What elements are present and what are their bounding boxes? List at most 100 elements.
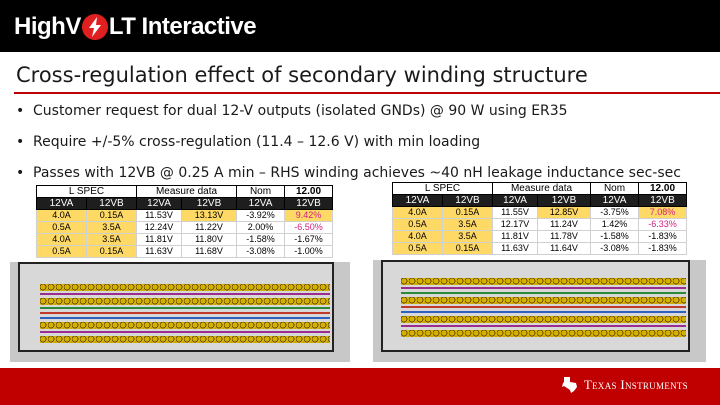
table-cell: 11.68V [181, 245, 238, 258]
winding-layer [401, 330, 686, 337]
table-row: 4.0A 3.5A 11.81V 11.80V -1.58% -1.67% [36, 233, 334, 246]
winding-layer [401, 306, 686, 308]
texas-instruments-logo: Texas Instruments [560, 375, 688, 395]
table-cell: 4.0A [36, 209, 87, 222]
table-cell: 0.15A [85, 209, 138, 222]
column-header: 12VA [236, 197, 286, 210]
table-cell: 9.42% [284, 209, 334, 222]
header-bar: High V LT Interactive [0, 0, 720, 52]
table-cell: 12.85V [537, 206, 592, 219]
table-cell: 12.24V [136, 221, 183, 234]
winding-layer [401, 292, 686, 294]
winding-layer [401, 297, 686, 304]
column-header: 12VA [36, 197, 87, 210]
column-header: 12VA [492, 194, 539, 207]
table-cell: 12.17V [492, 218, 539, 231]
table-cell: 0.5A [392, 218, 443, 231]
table-row: 0.5A 3.5A 12.17V 11.24V 1.42% -6.33% [392, 218, 688, 231]
table-row: 4.0A 0.15A 11.55V 12.85V -3.75% 7.08% [392, 206, 688, 219]
logo-text-lt: LT [108, 13, 136, 40]
winding-layer [40, 331, 330, 333]
column-header: 12VB [441, 194, 494, 207]
lightning-bolt-icon [81, 14, 108, 40]
column-header: 12VB [638, 194, 688, 207]
table-cell: -1.00% [284, 245, 334, 258]
winding-cross-section-right [373, 260, 706, 362]
table-cell: 13.13V [181, 209, 238, 222]
logo-text-interactive: Interactive [135, 13, 257, 40]
table-row: 0.5A 0.15A 11.63V 11.64V -3.08% -1.83% [392, 242, 688, 255]
table-cell: 11.22V [181, 221, 238, 234]
winding-layer [401, 316, 686, 323]
table-cell: 3.5A [85, 221, 138, 234]
table-cell: 7.08% [638, 206, 688, 219]
table-cell: 11.64V [537, 242, 592, 255]
ti-brand-text: Texas Instruments [583, 377, 688, 392]
table-row: 4.0A 3.5A 11.81V 11.78V -1.58% -1.83% [392, 230, 688, 243]
table-cell: 4.0A [392, 206, 443, 219]
winding-layer [40, 312, 330, 314]
table-cell: 0.15A [441, 206, 494, 219]
column-header: 12VA [136, 197, 183, 210]
logo-text-high: High [14, 13, 66, 40]
table-cell: 0.5A [392, 242, 443, 255]
winding-layer [40, 336, 330, 343]
winding-layer [40, 322, 330, 329]
table-row: 0.5A 0.15A 11.63V 11.68V -3.08% -1.00% [36, 245, 334, 258]
winding-layer [40, 317, 330, 319]
group-header-spec: L SPEC [391, 182, 494, 195]
table-cell: 1.42% [590, 218, 640, 231]
winding-layer [40, 293, 330, 295]
group-header-measure: Measure data [492, 182, 592, 195]
table-cell: -6.50% [284, 221, 334, 234]
column-header: 12VA [392, 194, 443, 207]
table-cell: 4.0A [36, 233, 87, 246]
table-cell: 4.0A [392, 230, 443, 243]
bullet-item: Customer request for dual 12-V outputs (… [16, 98, 681, 129]
cross-regulation-table-left: L SPEC Measure data Nom 12.00 12VA 12VB … [35, 185, 334, 258]
table-cell: 11.55V [492, 206, 539, 219]
table-cell: 3.5A [85, 233, 138, 246]
table-cell: 11.53V [136, 209, 183, 222]
group-header-nom-value: 12.00 [638, 182, 688, 195]
logo-text-v: V [65, 13, 81, 40]
table-cell: 3.5A [441, 218, 494, 231]
column-header: 12VB [537, 194, 592, 207]
table-cell: -3.75% [590, 206, 640, 219]
table-cell: -1.83% [638, 230, 688, 243]
column-header: 12VB [181, 197, 238, 210]
table-cell: 11.63V [136, 245, 183, 258]
winding-layer [40, 284, 330, 291]
winding-layer [40, 307, 330, 309]
table-cell: 0.5A [36, 221, 87, 234]
group-header-nom: Nom [236, 185, 286, 198]
table-row: 4.0A 0.15A 11.53V 13.13V -3.92% 9.42% [36, 209, 334, 222]
winding-layer [401, 325, 686, 327]
table-cell: 0.15A [85, 245, 138, 258]
texas-state-icon [561, 377, 577, 393]
group-header-spec: L SPEC [35, 185, 138, 198]
table-cell: 0.15A [441, 242, 494, 255]
table-cell: -3.08% [590, 242, 640, 255]
table-cell: -3.08% [236, 245, 286, 258]
footer-bar: Texas Instruments [0, 368, 720, 405]
table-cell: 0.5A [36, 245, 87, 258]
slide-title: Cross-regulation effect of secondary win… [16, 63, 588, 87]
winding-cross-section-left [10, 262, 350, 362]
table-cell: 11.81V [492, 230, 539, 243]
group-header-nom-value: 12.00 [284, 185, 334, 198]
winding-layer [401, 311, 686, 313]
bullet-list: Customer request for dual 12-V outputs (… [16, 98, 681, 191]
table-cell: 11.78V [537, 230, 592, 243]
table-cell: 3.5A [441, 230, 494, 243]
table-cell: -6.33% [638, 218, 688, 231]
table-cell: -1.67% [284, 233, 334, 246]
winding-layer [401, 278, 686, 285]
group-header-measure: Measure data [136, 185, 238, 198]
winding-layer [401, 287, 686, 289]
title-divider [14, 92, 720, 94]
table-cell: 11.81V [136, 233, 183, 246]
table-cell: 11.80V [181, 233, 238, 246]
table-cell: 2.00% [236, 221, 286, 234]
highvolt-logo: High V LT Interactive [14, 10, 257, 44]
